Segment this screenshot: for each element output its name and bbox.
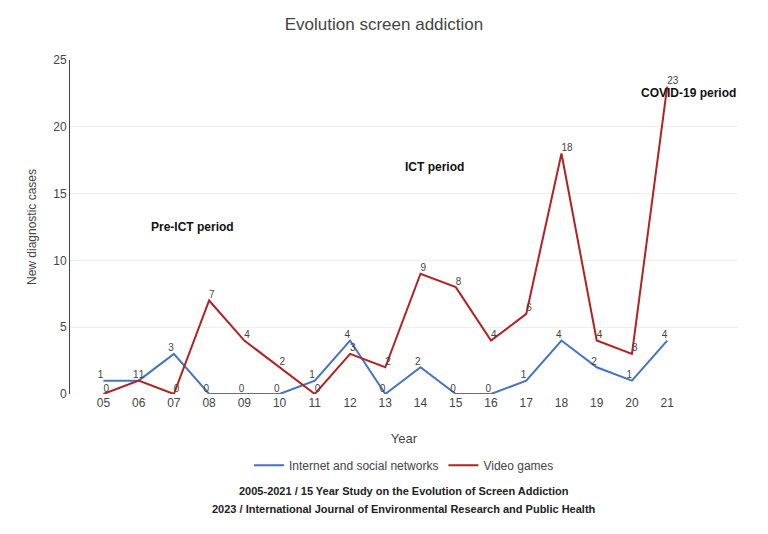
svg-text:New diagnostic cases: New diagnostic cases — [25, 169, 39, 285]
svg-text:20: 20 — [625, 396, 639, 410]
svg-text:0: 0 — [315, 383, 321, 394]
svg-text:2005-2021 / 15 Year Study on t: 2005-2021 / 15 Year Study on the Evoluti… — [239, 485, 569, 497]
svg-text:13: 13 — [379, 396, 393, 410]
svg-text:15: 15 — [449, 396, 463, 410]
svg-text:09: 09 — [238, 396, 252, 410]
svg-text:Video games: Video games — [483, 459, 553, 473]
svg-text:9: 9 — [421, 262, 427, 273]
svg-text:18: 18 — [555, 396, 569, 410]
svg-text:08: 08 — [202, 396, 216, 410]
svg-text:6: 6 — [526, 302, 532, 313]
svg-text:2: 2 — [385, 356, 391, 367]
svg-text:0: 0 — [174, 383, 180, 394]
svg-text:20: 20 — [53, 120, 67, 134]
svg-text:07: 07 — [167, 396, 181, 410]
svg-text:2023 / International Journal o: 2023 / International Journal of Environm… — [212, 503, 596, 515]
svg-text:10: 10 — [273, 396, 287, 410]
svg-text:1: 1 — [98, 369, 104, 380]
svg-text:4: 4 — [491, 329, 497, 340]
svg-text:Internet and social networks: Internet and social networks — [289, 459, 438, 473]
svg-text:2: 2 — [415, 356, 421, 367]
svg-text:Year: Year — [391, 431, 418, 446]
svg-text:19: 19 — [590, 396, 604, 410]
svg-text:0: 0 — [239, 383, 245, 394]
svg-text:Pre-ICT period: Pre-ICT period — [151, 220, 234, 234]
svg-text:2: 2 — [280, 356, 286, 367]
svg-text:Evolution screen addiction: Evolution screen addiction — [285, 15, 483, 34]
svg-text:05: 05 — [97, 396, 111, 410]
svg-text:06: 06 — [132, 396, 146, 410]
svg-text:0: 0 — [103, 383, 109, 394]
svg-text:3: 3 — [168, 342, 174, 353]
svg-text:11: 11 — [309, 396, 322, 410]
svg-text:0: 0 — [274, 383, 280, 394]
svg-text:4: 4 — [344, 329, 350, 340]
svg-text:16: 16 — [484, 396, 498, 410]
svg-text:21: 21 — [661, 396, 675, 410]
svg-text:ICT period: ICT period — [405, 160, 464, 174]
svg-text:23: 23 — [667, 75, 679, 86]
svg-text:1: 1 — [626, 369, 632, 380]
svg-text:17: 17 — [520, 396, 534, 410]
svg-text:8: 8 — [456, 276, 462, 287]
svg-text:4: 4 — [662, 329, 668, 340]
svg-text:4: 4 — [244, 329, 250, 340]
svg-text:1: 1 — [139, 369, 145, 380]
svg-text:1: 1 — [521, 369, 527, 380]
svg-text:0: 0 — [204, 383, 210, 394]
svg-text:7: 7 — [209, 289, 215, 300]
svg-text:3: 3 — [632, 342, 638, 353]
svg-text:2: 2 — [591, 356, 597, 367]
svg-text:0: 0 — [60, 387, 67, 401]
svg-text:COVID-19 period: COVID-19 period — [641, 86, 736, 100]
svg-text:4: 4 — [597, 329, 603, 340]
svg-text:1: 1 — [133, 369, 139, 380]
svg-text:1: 1 — [309, 369, 315, 380]
svg-text:15: 15 — [53, 187, 67, 201]
svg-text:5: 5 — [60, 320, 67, 334]
svg-text:14: 14 — [414, 396, 428, 410]
svg-text:0: 0 — [450, 383, 456, 394]
svg-text:0: 0 — [380, 383, 386, 394]
svg-text:4: 4 — [556, 329, 562, 340]
svg-text:12: 12 — [343, 396, 357, 410]
svg-text:3: 3 — [350, 342, 356, 353]
svg-text:18: 18 — [561, 142, 573, 153]
svg-text:25: 25 — [53, 53, 67, 67]
svg-text:10: 10 — [53, 254, 67, 268]
svg-text:0: 0 — [485, 383, 491, 394]
